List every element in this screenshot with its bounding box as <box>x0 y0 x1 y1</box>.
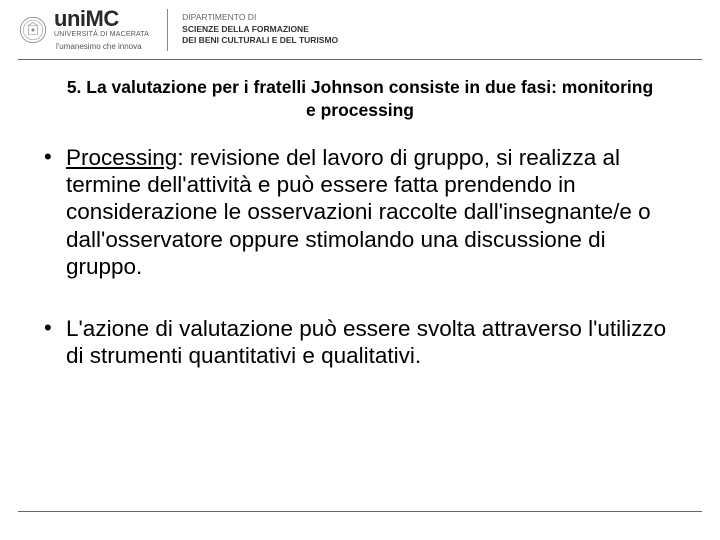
dept-line-2: SCIENZE DELLA FORMAZIONE <box>182 24 338 35</box>
slide-content: Processing: revisione del lavoro di grup… <box>0 144 720 370</box>
university-seal-icon <box>18 15 48 45</box>
dept-line-3: DEI BENI CULTURALI E DEL TURISMO <box>182 35 338 46</box>
top-rule <box>18 59 702 60</box>
university-logo: uniMC UNIVERSITÀ DI MACERATA l'umanesimo… <box>18 8 149 51</box>
brand-name: uniMC <box>54 8 149 30</box>
department-block: DIPARTIMENTO DI SCIENZE DELLA FORMAZIONE… <box>182 12 338 46</box>
slide-title: 5. La valutazione per i fratelli Johnson… <box>60 76 660 122</box>
bullet-item-2: L'azione di valutazione può essere svolt… <box>38 315 682 370</box>
bullet-item-1: Processing: revisione del lavoro di grup… <box>38 144 682 281</box>
slide-header: uniMC UNIVERSITÀ DI MACERATA l'umanesimo… <box>0 0 720 55</box>
vertical-divider <box>167 9 168 51</box>
bottom-rule <box>18 511 702 512</box>
dept-line-1: DIPARTIMENTO DI <box>182 12 338 23</box>
brand-subtitle: UNIVERSITÀ DI MACERATA <box>54 31 149 38</box>
bullet-1-term: Processing <box>66 145 177 170</box>
brand-tagline: l'umanesimo che innova <box>56 42 149 51</box>
